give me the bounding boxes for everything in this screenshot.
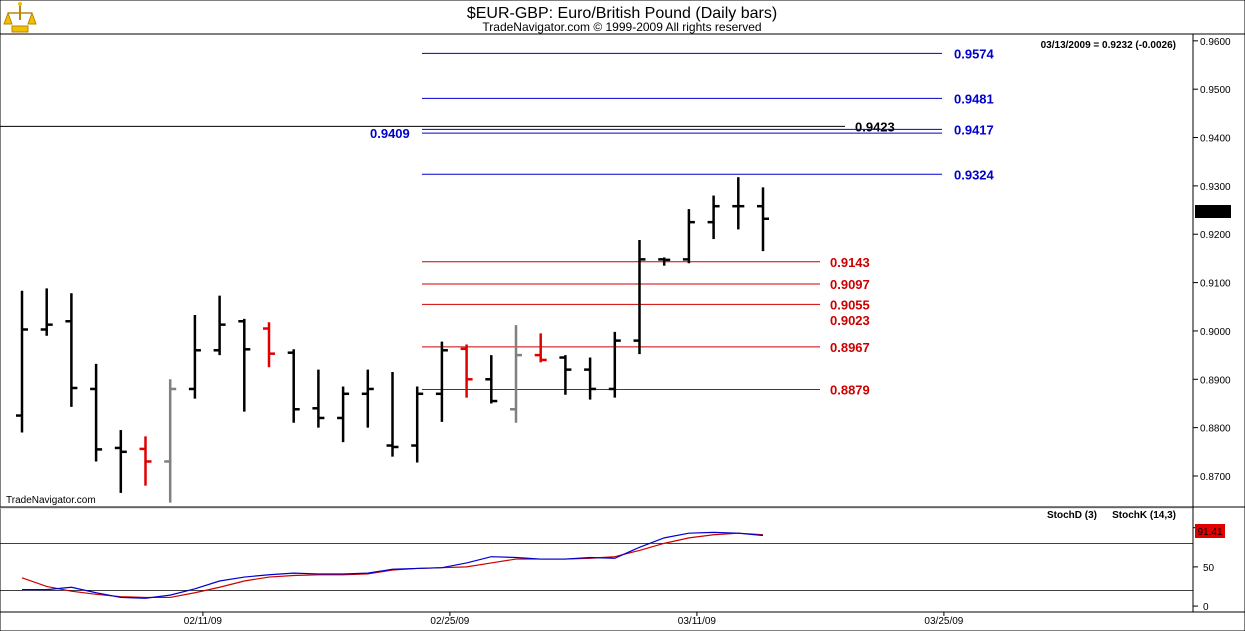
stoch-d-line	[21, 532, 764, 599]
ohlc-bar	[707, 195, 720, 240]
date-tick-label: 02/25/09	[430, 616, 469, 627]
price-axis: 0.8700 0.8800 0.8900 0.9000 0.9100 0.9200 0.93…	[1193, 37, 1231, 483]
support-label: 0.9143	[830, 255, 870, 270]
ohlc-bar	[757, 187, 769, 252]
last-stoch-label: 91.41	[1197, 527, 1222, 538]
ohlc-bar	[559, 355, 572, 395]
ohlc-bar	[90, 363, 103, 462]
ohlc-bar	[139, 436, 152, 486]
copyright-text: TradeNavigator.com © 1999-2009 All right…	[482, 20, 761, 34]
ohlc-bar	[658, 257, 671, 266]
support-label: 0.9097	[830, 277, 870, 292]
support-label: 0.9023	[830, 313, 870, 328]
resistance-label: 0.9409	[370, 126, 410, 141]
ohlc-bar	[16, 290, 28, 433]
ohlc-bar	[361, 369, 374, 428]
last-price-label: 0.9232	[1198, 207, 1229, 218]
ohlc-bar	[732, 177, 745, 230]
price-tick-label: 0.8900	[1200, 375, 1231, 386]
legend-stoch-k: StochK (14,3)	[1112, 510, 1176, 521]
ohlc-bar	[510, 325, 522, 423]
ohlc-bar	[608, 331, 621, 398]
price-tick-label: 0.9100	[1200, 279, 1231, 290]
ohlc-bar	[164, 379, 177, 503]
quote-readout: 03/13/2009 = 0.9232 (-0.0026)	[1041, 40, 1176, 51]
resistance-label: 0.9574	[954, 46, 995, 61]
reference-line-label: 0.9423	[855, 119, 895, 134]
last-price-tag	[1195, 205, 1231, 218]
chart-title: $EUR-GBP: Euro/British Pound (Daily bars…	[467, 5, 777, 22]
ohlc-bar	[312, 369, 325, 428]
price-tick-label: 0.9500	[1200, 85, 1231, 96]
price-tick-label: 0.9400	[1200, 134, 1231, 145]
ohlc-bar	[287, 349, 300, 423]
ohlc-bar	[435, 341, 448, 422]
resistance-label: 0.9324	[954, 167, 995, 182]
price-bars	[16, 177, 769, 503]
stoch-tick-label: 0	[1203, 602, 1209, 613]
ohlc-bar	[337, 386, 350, 443]
ohlc-bar	[188, 314, 201, 399]
price-levels: 0.9423 0.9574 0.9481 0.9417 0.9409 0.9324 0.91…	[0, 46, 995, 397]
ohlc-bar	[584, 357, 597, 400]
trade-navigator-logo-icon	[3, 2, 37, 33]
ohlc-bar	[263, 322, 275, 368]
ohlc-bar	[40, 288, 53, 336]
support-label: 0.8879	[830, 382, 870, 397]
ohlc-bar	[213, 295, 226, 356]
ohlc-bar	[65, 293, 78, 407]
date-tick-label: 03/11/09	[678, 616, 717, 627]
ohlc-bar	[238, 318, 251, 412]
watermark-text: TradeNavigator.com	[6, 495, 96, 506]
price-tick-label: 0.9200	[1200, 230, 1231, 241]
ohlc-bar	[485, 355, 498, 404]
date-tick-label: 03/25/09	[924, 616, 963, 627]
last-stoch-tag	[1195, 524, 1225, 538]
legend-stoch-d: StochD (3)	[1047, 510, 1097, 521]
ohlc-bar	[682, 209, 695, 264]
price-tick-label: 0.9600	[1200, 37, 1231, 48]
price-tick-label: 0.9000	[1200, 327, 1231, 338]
price-tick-label: 0.9300	[1200, 182, 1231, 193]
stoch-tick-label: 50	[1203, 563, 1215, 574]
ohlc-bar	[460, 344, 473, 398]
support-label: 0.9055	[830, 297, 870, 312]
resistance-label: 0.9417	[954, 122, 994, 137]
date-tick-label: 02/11/09	[184, 616, 223, 627]
ohlc-bar	[114, 430, 127, 493]
support-label: 0.8967	[830, 340, 870, 355]
ohlc-bar	[386, 372, 399, 457]
ohlc-bar	[633, 240, 646, 355]
stochastic-panel: 050100	[0, 524, 1220, 613]
ohlc-bar	[411, 386, 424, 463]
stoch-k-line	[22, 531, 764, 599]
price-tick-label: 0.8700	[1200, 472, 1231, 483]
date-axis: 02/11/09 02/25/09 03/11/09 03/25/09	[184, 612, 964, 627]
ohlc-bar	[534, 333, 547, 363]
price-tick-label: 0.8800	[1200, 424, 1231, 435]
resistance-label: 0.9481	[954, 91, 994, 106]
